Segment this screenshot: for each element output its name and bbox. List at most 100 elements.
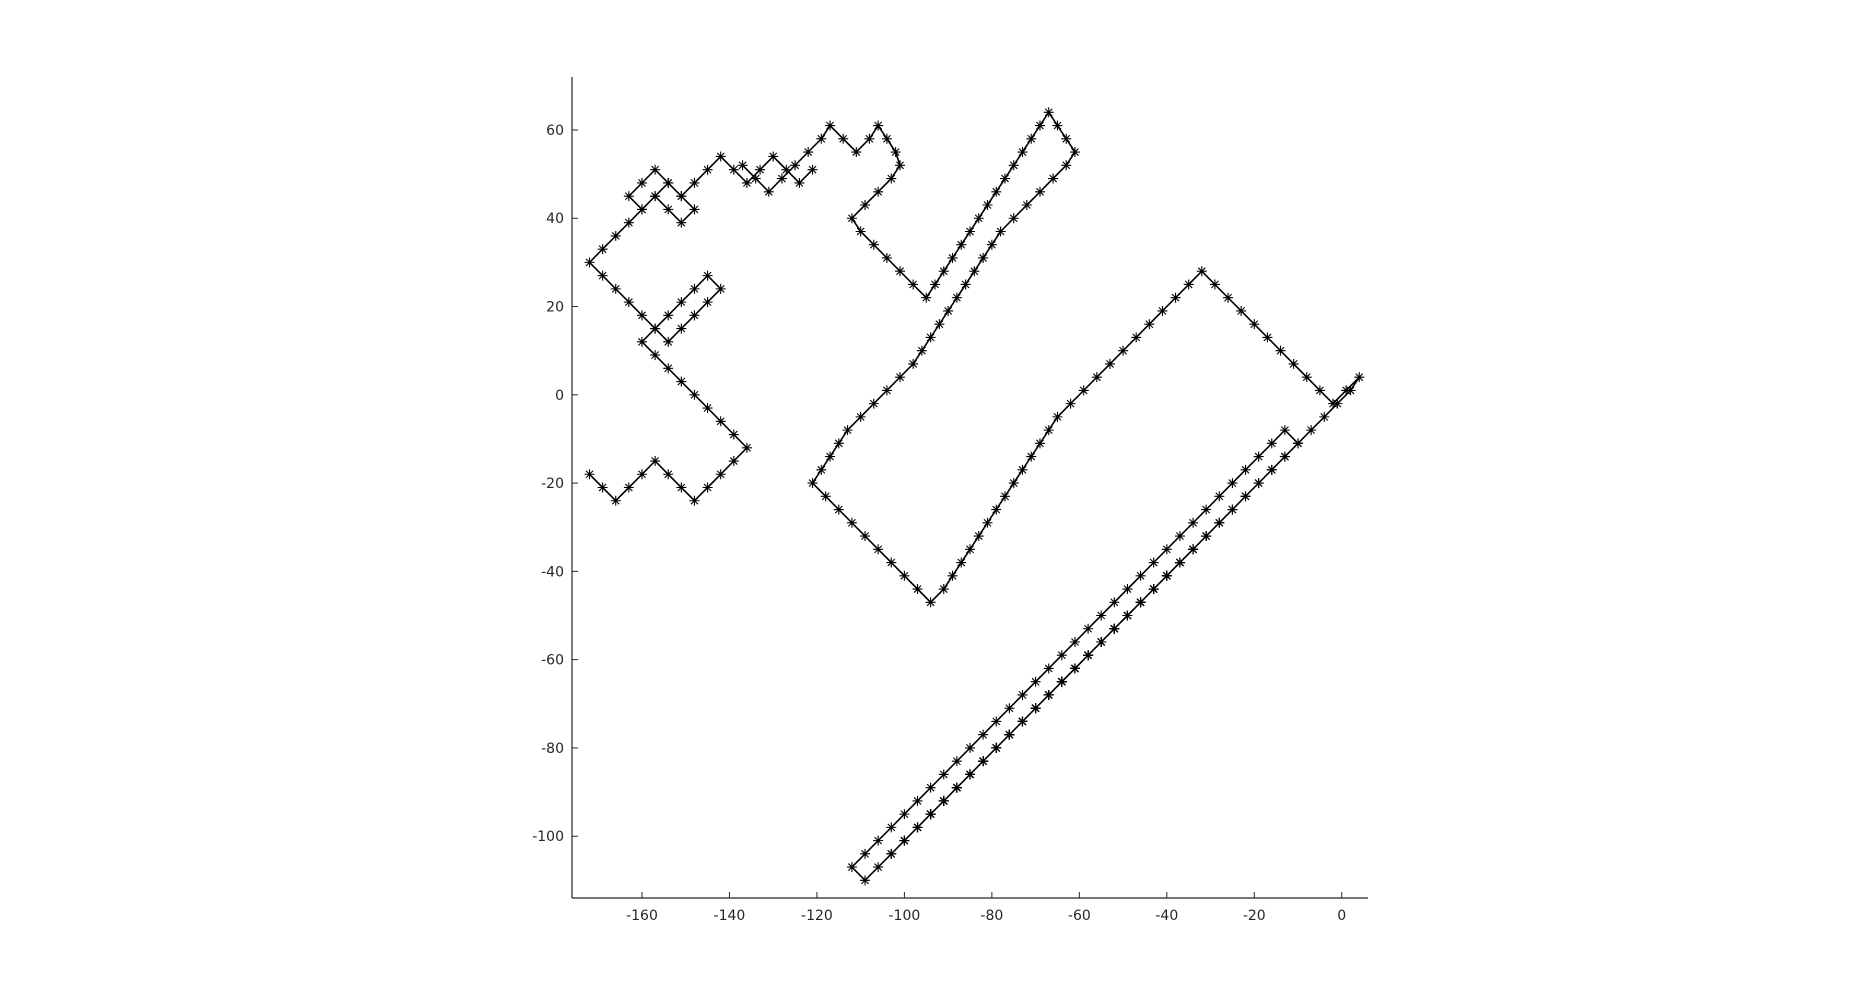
data-point [934,319,945,330]
data-point [1148,584,1159,595]
data-point [982,517,993,528]
data-point [820,491,831,502]
data-point [1061,160,1072,171]
data-point [895,266,906,277]
data-point [689,177,700,188]
data-point [851,147,862,158]
data-point [864,133,875,144]
data-point [1214,517,1225,528]
data-point [838,133,849,144]
y-tick-label: 60 [546,123,564,139]
data-point [846,862,857,873]
data-point [991,504,1002,515]
data-point [886,822,897,833]
data-point [1008,213,1019,224]
data-point [1004,729,1015,740]
data-point [908,279,919,290]
data-point [965,544,975,555]
data-point [1065,398,1076,409]
x-tick-label: -80 [980,908,1003,924]
data-point [969,266,980,277]
data-point [663,177,674,188]
data-point [702,164,713,175]
data-point [768,151,779,162]
data-point [1288,358,1299,369]
data-point [881,385,892,396]
data-point [925,782,936,793]
data-point [912,795,923,806]
data-point [1056,676,1067,687]
data-point [816,133,827,144]
data-point [986,239,997,250]
data-point [715,469,726,480]
data-point [1131,332,1142,343]
data-point [584,469,595,480]
data-point [860,531,871,542]
data-point [807,478,818,489]
data-point [899,570,910,581]
data-point [846,213,857,224]
data-point [1266,438,1277,449]
data-point [1043,663,1054,674]
data-point [1227,478,1238,489]
data-point [1083,623,1094,634]
data-point [1262,332,1273,343]
data-point [960,279,971,290]
y-tick-label: 40 [546,211,564,227]
data-point [1034,438,1045,449]
data-point [881,252,892,263]
data-point [715,283,726,294]
data-point [728,429,739,440]
data-point [1161,570,1172,581]
data-point [663,310,674,321]
data-point [1052,411,1063,422]
data-point [943,305,954,316]
data-point [873,120,884,131]
data-point [1034,120,1045,131]
data-point [702,482,713,493]
data-point [938,266,949,277]
data-point [991,716,1002,727]
data-point [921,292,932,303]
data-point [610,495,621,506]
data-point [1301,372,1312,383]
data-point [1021,200,1032,211]
data-point [1109,597,1120,608]
data-point [947,252,958,263]
data-point [1196,266,1207,277]
data-point [676,217,687,228]
data-point [623,297,634,308]
data-point [899,809,910,820]
y-tick-label: -60 [541,653,564,669]
data-point [650,350,661,361]
data-point [1109,623,1120,634]
data-point [676,191,687,202]
data-point [1183,279,1194,290]
data-point [912,584,923,595]
data-point [689,283,700,294]
data-point [1144,319,1155,330]
y-tick-label: -80 [541,741,564,757]
data-point [1306,425,1317,436]
data-point [1043,107,1054,118]
data-point [1201,531,1212,542]
data-point [1118,345,1129,356]
data-point [912,822,923,833]
data-point [956,239,967,250]
data-point [995,226,1006,237]
data-point [1236,305,1247,316]
data-point [890,147,901,158]
data-point [1069,636,1080,647]
data-point [1314,385,1325,396]
data-point [855,411,866,422]
data-point [1135,570,1146,581]
data-point [978,756,989,767]
data-point [999,173,1010,184]
data-point [794,177,805,188]
x-tick-label: -140 [714,908,746,924]
data-point [1279,425,1290,436]
data-point [737,160,748,171]
data-point [842,425,853,436]
data-point [855,226,866,237]
